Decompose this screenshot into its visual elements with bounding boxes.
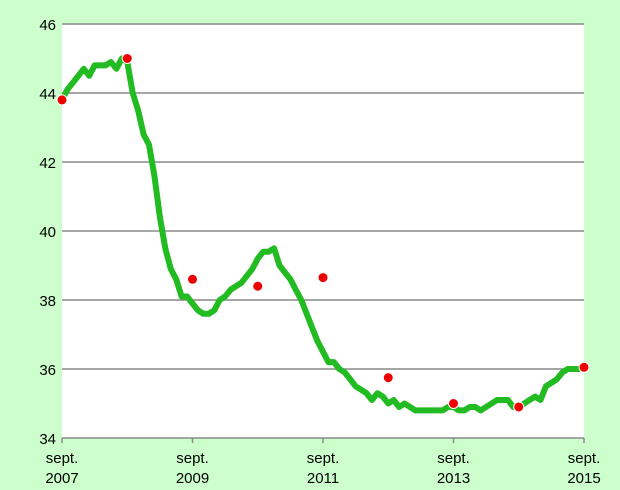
grid-lines	[62, 23, 584, 439]
y-tick-label: 42	[39, 155, 56, 172]
y-tick-label: 38	[39, 293, 56, 310]
series-markers	[56, 53, 590, 413]
y-tick-label: 40	[39, 224, 56, 241]
x-tick-label-year: 2009	[176, 470, 209, 487]
x-tick-label-month: sept.	[437, 450, 470, 467]
x-tick-label-year: 2013	[437, 470, 470, 487]
x-tick-label-year: 2011	[307, 470, 339, 487]
y-tick-label: 46	[39, 17, 56, 34]
data-point-marker	[382, 372, 394, 384]
data-point-marker	[56, 94, 68, 106]
x-axis: sept. 2007 sept. 2009 sept. 2011 sept. 2013 sept…	[45, 438, 601, 487]
y-axis: 34 36 38 40 42 44 46	[39, 17, 56, 448]
x-tick-label-year: 2015	[567, 470, 600, 487]
x-tick-label-month: sept.	[176, 450, 209, 467]
series-line	[59, 55, 587, 414]
data-point-marker	[448, 398, 459, 409]
data-point-marker	[187, 273, 198, 285]
y-tick-label: 34	[39, 431, 56, 448]
x-tick-label-month: sept.	[307, 450, 340, 467]
data-point-marker	[578, 361, 590, 373]
y-tick-label: 36	[39, 362, 56, 379]
data-point-marker	[121, 53, 133, 64]
data-point-marker	[317, 272, 329, 284]
y-tick-label: 44	[39, 86, 56, 103]
data-point-marker	[513, 401, 525, 413]
x-tick-label-month: sept.	[46, 450, 79, 467]
data-point-marker	[252, 280, 264, 292]
x-tick-label-month: sept.	[568, 450, 601, 467]
x-tick-label-year: 2007	[45, 470, 78, 487]
